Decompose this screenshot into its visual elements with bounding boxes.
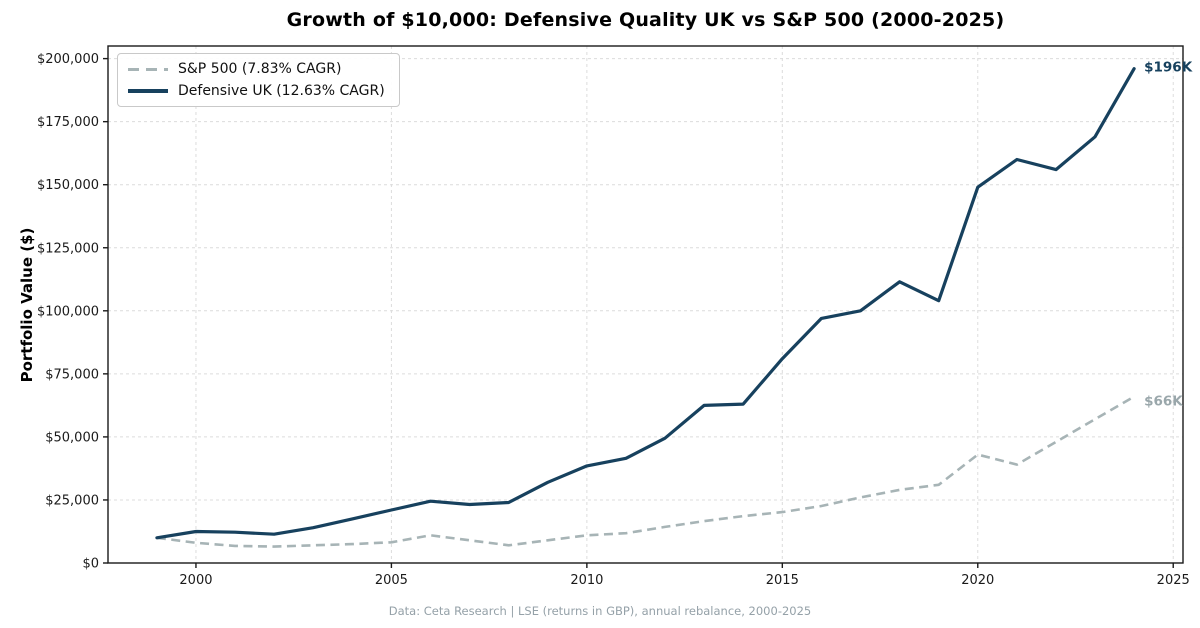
data-source-caption: Data: Ceta Research | LSE (returns in GB… [388, 604, 812, 618]
legend-label-defensive-uk: Defensive UK (12.63% CAGR) [178, 83, 385, 99]
legend: S&P 500 (7.83% CAGR) Defensive UK (12.63… [117, 53, 400, 107]
legend-item-defensive-uk: Defensive UK (12.63% CAGR) [128, 83, 385, 99]
defensive-uk-line [155, 67, 1136, 540]
svg-text:$0: $0 [82, 557, 99, 572]
x-tick-labels: 2000 2005 2010 2015 2020 2025 [179, 563, 1190, 588]
legend-label-sp500: S&P 500 (7.83% CAGR) [178, 61, 342, 77]
svg-text:2000: 2000 [179, 573, 212, 588]
chart-title: Growth of $10,000: Defensive Quality UK … [286, 9, 1005, 31]
svg-text:$75,000: $75,000 [45, 367, 99, 382]
svg-text:$125,000: $125,000 [37, 241, 99, 256]
y-tick-labels: $0 $25,000 $50,000 $75,000 $100,000 $125,000 $… [37, 52, 108, 572]
defensive-uk-line-sample [128, 89, 168, 93]
svg-text:2015: 2015 [766, 573, 799, 588]
svg-text:$50,000: $50,000 [45, 430, 99, 445]
x-gridlines [195, 46, 1174, 563]
plot-border [107, 45, 1184, 564]
svg-text:$100,000: $100,000 [37, 304, 99, 319]
svg-text:$150,000: $150,000 [37, 178, 99, 193]
end-label-defensive-uk: $196K [1144, 60, 1193, 76]
y-gridlines [108, 58, 1183, 564]
svg-text:2020: 2020 [961, 573, 994, 588]
sp500-line [156, 395, 1135, 548]
svg-text:2025: 2025 [1157, 573, 1190, 588]
legend-item-sp500: S&P 500 (7.83% CAGR) [128, 61, 385, 77]
svg-text:2005: 2005 [375, 573, 408, 588]
svg-text:$175,000: $175,000 [37, 115, 99, 130]
sp500-line-sample [128, 67, 168, 71]
end-label-sp500: $66K [1144, 394, 1183, 410]
svg-text:2010: 2010 [570, 573, 603, 588]
svg-text:$200,000: $200,000 [37, 52, 99, 67]
svg-text:$25,000: $25,000 [45, 493, 99, 508]
